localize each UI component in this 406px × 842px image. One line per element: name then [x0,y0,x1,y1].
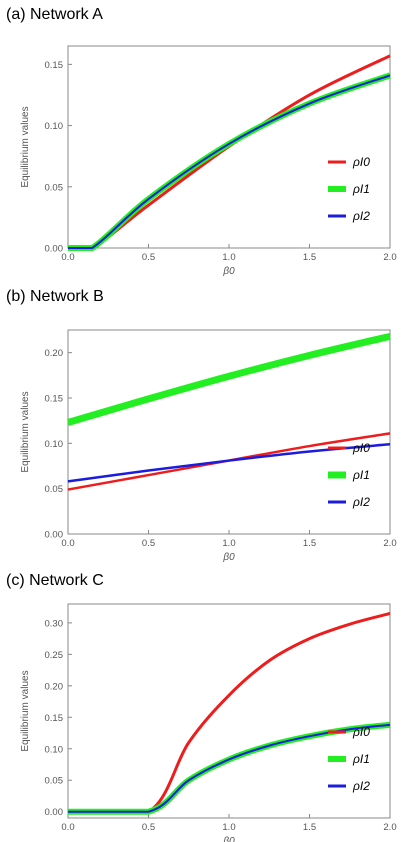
legend-label-0: ρI0 [352,441,370,455]
x-tick-label: 1.0 [222,252,235,263]
y-tick-label: 0.15 [45,394,64,405]
legend-label-2: ρI2 [352,209,370,223]
chart-panel-b: (b) Network B 0.0 0.5 1.0 1.5 2.0 0.00 0.05 0.1… [0,288,406,563]
x-tick-label: 0.5 [142,822,155,833]
x-tick-label: 1.5 [303,538,316,549]
series-line-2 [68,723,391,813]
y-tick-label: 0.10 [45,439,64,450]
x-tick-label: 1.0 [222,822,235,833]
chart-a: 0.0 0.5 1.0 1.5 2.0 0.00 0.05 0.10 0.15 β0 Equilib… [20,45,397,277]
series-line-0 [68,611,391,814]
x-tick-label: 0.5 [142,538,155,549]
chart-panel-c: (c) Network C 0.0 0.5 1.0 1.5 2.0 0.00 0.05 0.1… [0,572,406,842]
y-tick-label: 0.00 [45,530,64,541]
panel-title: (a) Network A [6,6,103,23]
series-line-1 [67,332,391,426]
y-tick-label: 0.05 [45,182,64,193]
series-line-1 [68,721,391,815]
y-tick-label: 0.00 [45,807,64,818]
y-axis-label: Equilibrium values [20,391,31,472]
x-tick-label: 2.0 [383,538,396,549]
legend-label-1: ρI1 [352,752,370,766]
y-tick-label: 0.25 [45,650,64,661]
legend-label-1: ρI1 [352,182,370,196]
y-tick-label: 0.10 [45,121,64,132]
x-tick-label: 1.5 [303,822,316,833]
series-line-2 [68,74,391,249]
y-tick-label: 0.10 [45,744,64,755]
y-tick-label: 0.20 [45,348,64,359]
y-axis-label: Equilibrium values [20,670,31,751]
legend-label-1: ρI1 [352,468,370,482]
x-tick-label: 1.5 [303,252,316,263]
x-tick-label: 1.0 [222,538,235,549]
y-tick-label: 0.15 [45,60,64,71]
legend-label-2: ρI2 [352,779,370,793]
x-axis-label: β0 [222,552,235,563]
x-tick-label: 0.0 [61,252,74,263]
y-tick-label: 0.05 [45,484,64,495]
legend-label-0: ρI0 [352,725,370,739]
y-tick-label: 0.00 [45,244,64,255]
y-axis-label: Equilibrium values [20,106,31,187]
legend-label-0: ρI0 [352,155,370,169]
x-tick-label: 2.0 [383,822,396,833]
chart-b: 0.0 0.5 1.0 1.5 2.0 0.00 0.05 0.10 0.15 0.20 β0 Equ… [20,329,397,563]
chart-panel-a: (a) Network A 0.0 0.5 1.0 1.5 2.0 0.00 0.05 0.1… [0,6,406,277]
y-tick-label: 0.30 [45,618,64,629]
panel-title: (b) Network B [6,288,104,305]
x-tick-label: 0.0 [61,822,74,833]
y-tick-label: 0.15 [45,713,64,724]
chart-c: 0.0 0.5 1.0 1.5 2.0 0.00 0.05 0.10 0.15 0.20 0.25 0… [20,603,397,842]
x-tick-label: 2.0 [383,252,396,263]
x-axis-label: β0 [222,836,235,842]
series-line-0 [68,54,391,250]
x-tick-label: 0.5 [142,252,155,263]
y-tick-label: 0.05 [45,776,64,787]
panel-title: (c) Network C [6,572,104,589]
x-tick-label: 0.0 [61,538,74,549]
x-axis-label: β0 [222,266,235,277]
y-tick-label: 0.20 [45,681,64,692]
legend-label-2: ρI2 [352,495,370,509]
